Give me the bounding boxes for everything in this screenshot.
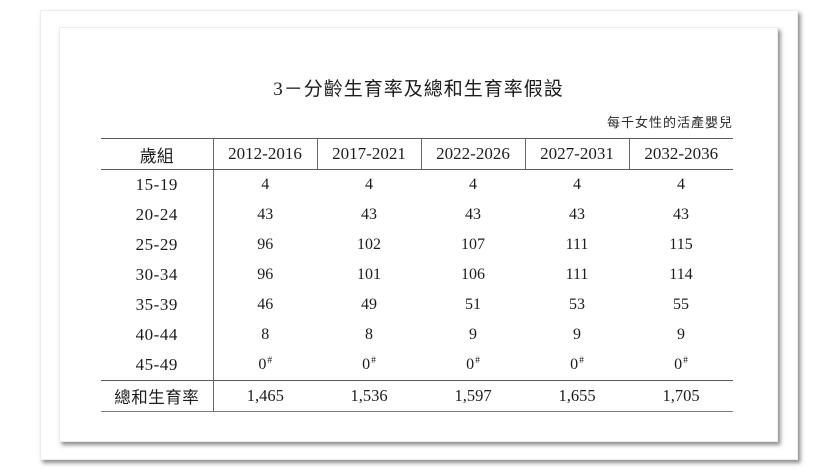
footnote-marker: # [475,355,480,366]
value-cell: 4 [365,176,373,193]
value-cell: 0# [629,350,733,381]
age-group-label: 35-39 [101,290,214,320]
table-row-20-24: 20-24 43 43 43 43 43 [101,200,733,230]
value-cell: 101 [357,266,381,283]
value-cell: 96 [257,266,274,283]
age-group-label: 15-19 [101,169,214,200]
total-value-cell: 1,597 [421,380,525,412]
value-cell: 4 [677,176,685,193]
value-text: 0 [570,356,579,373]
value-cell: 107 [461,236,485,253]
value-cell: 43 [361,206,377,223]
value-cell: 111 [565,236,589,253]
value-cell: 51 [465,296,481,313]
value-cell: 115 [669,236,693,253]
table-row-35-39: 35-39 46 49 51 53 55 [101,290,733,320]
value-cell: 4 [573,176,581,193]
table-row-25-29: 25-29 96 102 107 111 115 [101,230,733,260]
value-cell: 106 [461,266,485,283]
footnote-marker: # [371,355,376,366]
value-text: 0 [674,356,683,373]
header-cell-period-2: 2017-2021 [316,138,421,170]
header-cell-age-group: 歲組 [101,138,214,170]
value-cell: 9 [573,326,581,343]
value-cell: 9 [469,326,477,343]
table-row-45-49: 45-49 0# 0# 0# 0# 0# [101,350,733,381]
total-value-cell: 1,465 [213,380,317,412]
value-cell: 4 [469,176,477,193]
age-group-label: 25-29 [101,230,214,260]
age-group-label: 20-24 [101,200,214,230]
value-cell: 0# [317,350,421,381]
header-cell-period-3: 2022-2026 [420,138,525,170]
footnote-marker: # [267,355,273,366]
value-cell: 55 [673,296,689,313]
value-cell: 43 [673,206,689,223]
value-cell: 102 [357,236,381,253]
table-row-30-34: 30-34 96 101 106 111 114 [101,260,733,290]
total-value-cell: 1,655 [525,380,629,412]
fertility-table: 歲組 2012-2016 2017-2021 2022-2026 2027-20… [101,138,733,412]
footnote-marker: # [683,355,688,366]
age-group-label: 45-49 [101,350,214,381]
table-row-15-19: 15-19 4 4 4 4 4 [101,169,733,200]
value-text: 0 [362,356,371,373]
value-cell: 4 [261,176,270,193]
value-cell: 96 [257,236,274,253]
header-row: 歲組 2012-2016 2017-2021 2022-2026 2027-20… [101,138,733,170]
header-cell-period-5: 2032-2036 [628,138,733,170]
value-cell: 0# [525,350,629,381]
total-value-cell: 1,705 [629,380,733,412]
value-cell: 111 [565,266,589,283]
value-cell: 53 [569,296,585,313]
value-cell: 114 [669,266,693,283]
value-cell: 0# [421,350,525,381]
value-cell: 9 [677,326,685,343]
footnote-marker: # [579,355,584,366]
total-fertility-row: 總和生育率 1,465 1,536 1,597 1,655 1,705 [101,380,733,412]
header-cell-period-4: 2027-2031 [524,138,629,170]
unit-note: 每千女性的活產嬰兒 [606,115,733,130]
page-sheet-front: 3－分齡生育率及總和生育率假設 每千女性的活產嬰兒 歲組 2012-2016 2… [59,27,778,442]
value-cell: 0# [213,350,317,381]
value-cell: 8 [365,326,373,343]
age-group-label: 40-44 [101,320,214,350]
value-cell: 43 [257,206,274,223]
value-cell: 43 [465,206,481,223]
value-cell: 8 [261,326,270,343]
age-group-label: 30-34 [101,260,214,290]
value-text: 0 [466,356,475,373]
total-value-cell: 1,536 [317,380,421,412]
header-cell-period-1: 2012-2016 [212,138,317,170]
value-cell: 49 [361,296,377,313]
table-row-40-44: 40-44 8 8 9 9 9 [101,320,733,350]
value-cell: 43 [569,206,585,223]
value-cell: 46 [257,296,274,313]
total-row-label: 總和生育率 [101,380,214,412]
page-title: 3－分齡生育率及總和生育率假設 [273,79,564,100]
value-text: 0 [258,356,267,373]
